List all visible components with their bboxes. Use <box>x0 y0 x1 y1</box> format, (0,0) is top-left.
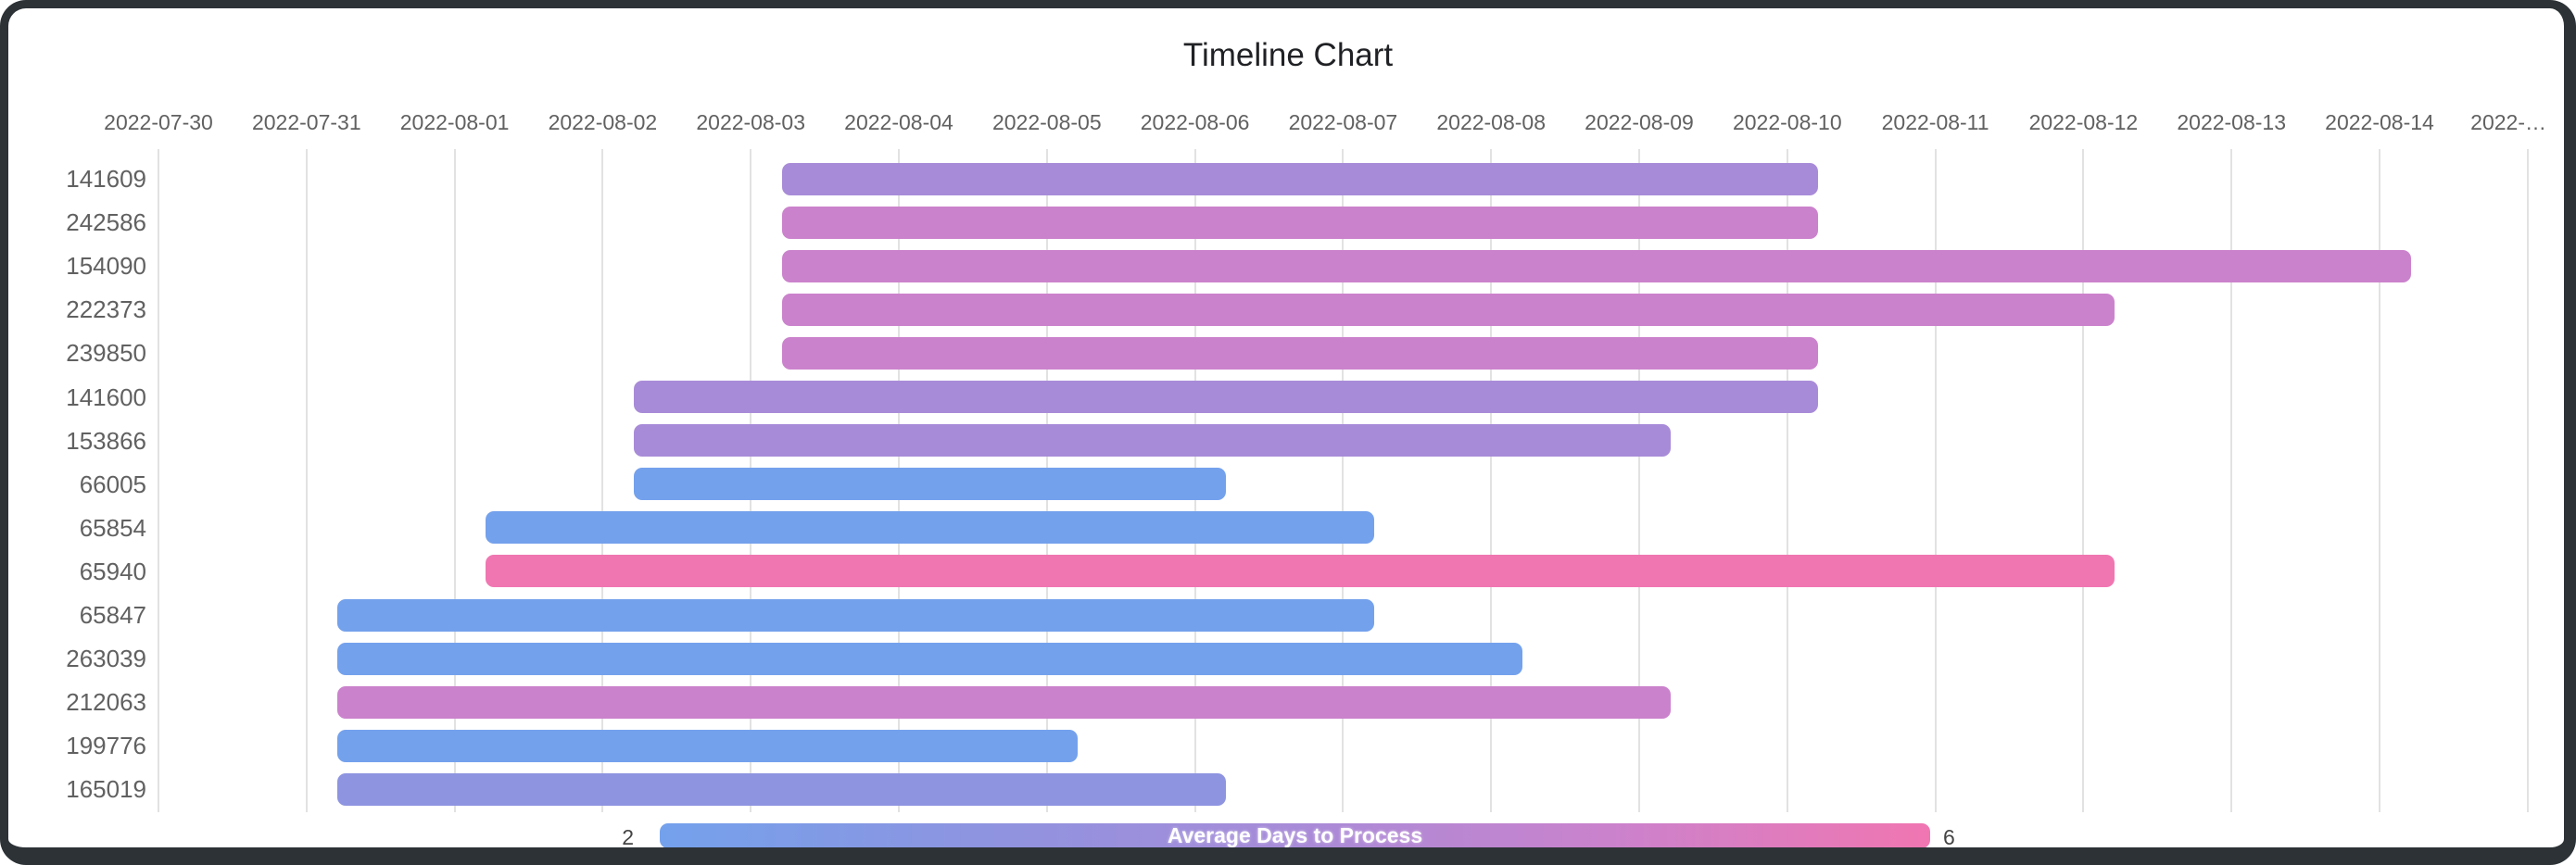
timeline-bar[interactable] <box>633 468 1227 501</box>
x-axis-tick-label: 2022-08-11 <box>1881 110 1989 134</box>
x-axis-tick-label: 2022-08-01 <box>399 110 510 134</box>
timeline-bar[interactable] <box>486 511 1374 545</box>
gridline <box>2379 149 2380 812</box>
gridline <box>2526 149 2529 812</box>
timeline-bar[interactable] <box>337 772 1227 806</box>
timeline-bar[interactable] <box>337 729 1079 762</box>
gridline <box>1786 149 1788 812</box>
legend-max-label: 6 <box>1943 825 1955 849</box>
timeline-bar[interactable] <box>633 424 1671 458</box>
gridline <box>1638 149 1640 812</box>
x-axis-tick-label: 2022-08-13 <box>2177 110 2287 134</box>
timeline-bar[interactable] <box>781 162 1819 195</box>
y-axis-row-label: 239850 <box>66 339 146 368</box>
timeline-bar[interactable] <box>781 293 2115 326</box>
gridline <box>1934 149 1937 812</box>
y-axis-row-label: 154090 <box>66 252 146 281</box>
x-axis-tick-label: 2022-08-10 <box>1732 110 1842 134</box>
timeline-bar[interactable] <box>337 685 1671 719</box>
chart-title: Timeline Chart <box>1182 37 1394 73</box>
y-axis-row-label: 141600 <box>66 382 146 411</box>
gridline <box>601 149 604 812</box>
y-axis-row-label: 65940 <box>79 557 146 585</box>
gridline <box>2230 149 2233 812</box>
legend-min-label: 2 <box>622 825 634 849</box>
timeline-bar[interactable] <box>486 555 2115 588</box>
y-axis-row-label: 199776 <box>66 732 146 760</box>
x-axis-tick-label: 2022-07-31 <box>251 110 361 134</box>
gridline <box>1342 149 1345 812</box>
timeline-bar[interactable] <box>337 598 1374 632</box>
x-axis-tick-label: 2022-08-07 <box>1288 110 1398 134</box>
gridline <box>2082 149 2085 812</box>
x-axis-tick-label: 2022-08-09 <box>1585 110 1694 134</box>
y-axis-row-label: 263039 <box>66 645 146 673</box>
timeline-bar[interactable] <box>781 336 1819 370</box>
timeline-bar[interactable] <box>337 642 1522 675</box>
timeline-bar[interactable] <box>633 381 1819 413</box>
y-axis-row-label: 153866 <box>66 426 146 455</box>
timeline-bar[interactable] <box>781 249 2411 282</box>
y-axis-row-label: 212063 <box>66 688 146 717</box>
x-axis-tick-label: 2022-08-14 <box>2325 110 2434 134</box>
gridline <box>1490 149 1493 812</box>
legend-gradient-bar: Average Days to Process <box>660 823 1930 848</box>
y-axis-row-label: 65854 <box>79 513 146 542</box>
gridline <box>453 149 456 812</box>
x-axis-tick-label: 2022-08-02 <box>548 110 658 134</box>
y-axis-row-label: 65847 <box>79 601 146 629</box>
timeline-bar[interactable] <box>781 206 1819 239</box>
y-axis-row-label: 242586 <box>66 208 146 237</box>
x-axis-tick-label: 2022-08-08 <box>1436 110 1547 134</box>
x-axis-tick-label: 2022-08-03 <box>696 110 806 134</box>
gridline <box>305 149 308 812</box>
x-axis-tick-label: 2022-08-06 <box>1140 110 1250 134</box>
x-axis-tick-label: 2022-08-05 <box>991 110 1102 134</box>
x-axis-tick-label: 2022-08-04 <box>844 110 953 134</box>
y-axis-row-label: 165019 <box>66 775 146 804</box>
x-axis-tick-label: 2022-… <box>2470 110 2546 134</box>
gridline <box>158 149 159 812</box>
y-axis-row-label: 222373 <box>66 295 146 324</box>
x-axis-tick-label: 2022-07-30 <box>104 110 213 134</box>
legend-title: Average Days to Process <box>1167 823 1423 847</box>
x-axis-tick-label: 2022-08-12 <box>2028 110 2139 134</box>
y-axis-row-label: 66005 <box>79 470 146 498</box>
y-axis-row-label: 141609 <box>66 165 146 193</box>
